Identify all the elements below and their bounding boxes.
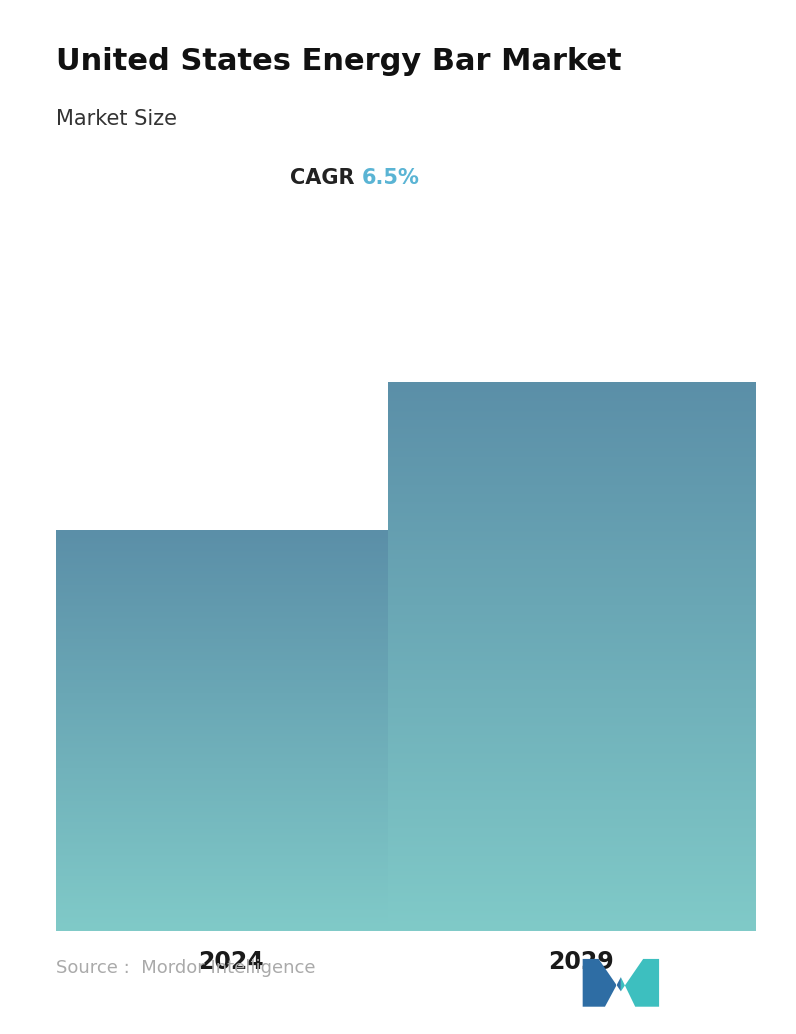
Text: United States Energy Bar Market: United States Energy Bar Market [56,47,622,75]
Text: Market Size: Market Size [56,109,177,128]
Text: CAGR: CAGR [291,168,362,187]
Text: 6.5%: 6.5% [362,168,420,187]
Text: Source :  Mordor Intelligence: Source : Mordor Intelligence [56,960,315,977]
